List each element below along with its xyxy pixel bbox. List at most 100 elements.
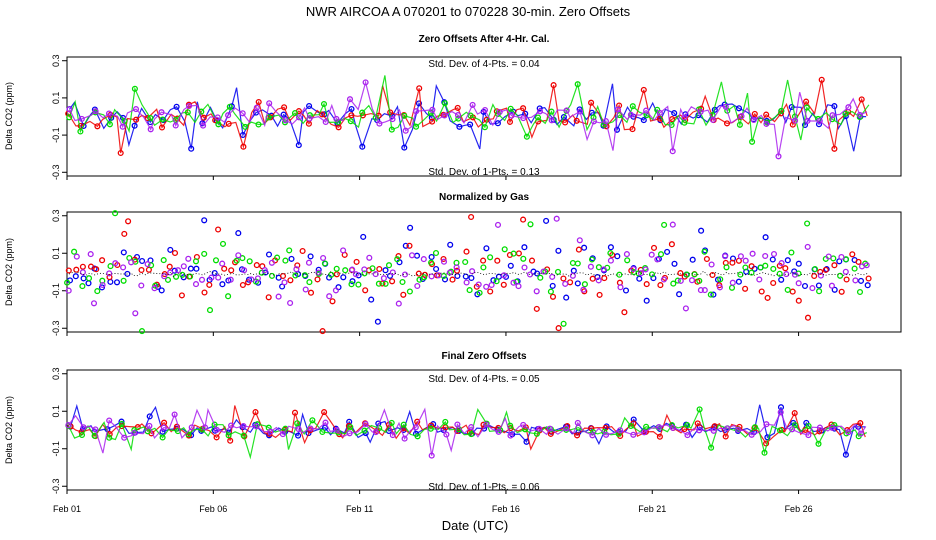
data-point: [668, 241, 675, 248]
data-point: [401, 271, 409, 278]
data-point: [467, 121, 474, 128]
data-point: [268, 259, 275, 266]
data-point: [414, 433, 421, 440]
panel-title: Final Zero Offsets: [441, 351, 526, 362]
data-point: [664, 248, 671, 255]
data-point: [180, 263, 187, 270]
data-point: [468, 274, 475, 282]
data-point: [698, 227, 705, 234]
data-point: [770, 279, 777, 287]
y-tick-label: 0.1: [51, 247, 61, 260]
data-point: [113, 279, 121, 286]
data-point: [670, 280, 677, 287]
data-point: [487, 288, 494, 295]
data-point: [73, 253, 80, 260]
data-point: [758, 288, 765, 295]
data-point: [447, 241, 454, 248]
data-point: [185, 255, 192, 262]
data-point: [764, 294, 771, 301]
data-point: [265, 294, 272, 301]
data-point: [266, 100, 273, 107]
data-point: [380, 275, 387, 282]
data-point: [293, 266, 300, 273]
data-point: [146, 422, 153, 429]
data-point: [856, 111, 863, 118]
data-point: [855, 258, 862, 265]
data-point: [480, 264, 487, 271]
data-point: [488, 281, 495, 289]
data-point: [226, 103, 233, 110]
data-point: [428, 253, 435, 261]
data-point: [147, 126, 154, 133]
data-point: [215, 121, 222, 128]
data-point: [131, 85, 138, 92]
data-point: [595, 264, 602, 271]
data-point: [764, 434, 771, 441]
data-point: [94, 288, 101, 295]
data-point: [643, 423, 650, 430]
data-point: [769, 256, 776, 263]
data-point: [320, 100, 328, 108]
data-point: [299, 247, 306, 255]
data-point: [784, 257, 791, 264]
data-point: [322, 419, 329, 426]
data-point: [291, 110, 299, 117]
data-point: [709, 271, 716, 279]
data-point: [239, 110, 246, 117]
data-point: [770, 265, 777, 272]
data-point: [85, 280, 92, 287]
data-point: [428, 422, 435, 429]
data-point: [857, 277, 865, 284]
data-point: [749, 138, 756, 145]
data-point: [355, 281, 362, 288]
data-point: [211, 421, 218, 428]
data-point: [738, 113, 745, 120]
data-point: [173, 273, 180, 280]
y-axis-label: Delta CO2 (ppm): [4, 82, 14, 150]
data-point: [627, 422, 634, 430]
data-point: [671, 260, 678, 267]
data-point: [107, 278, 114, 285]
data-point: [617, 284, 624, 291]
data-point: [235, 252, 242, 259]
data-point: [193, 265, 200, 272]
data-point: [661, 221, 668, 228]
data-point: [120, 264, 127, 271]
data-point: [167, 269, 174, 276]
data-point: [852, 277, 859, 284]
data-point: [139, 257, 146, 265]
data-point: [240, 432, 247, 439]
data-point: [643, 297, 650, 304]
series-green: [64, 210, 869, 335]
data-point: [614, 106, 622, 113]
y-axis-label: Delta CO2 (ppm): [4, 396, 14, 464]
data-point: [574, 432, 581, 439]
data-point: [548, 108, 555, 115]
data-point: [376, 120, 383, 127]
data-point: [674, 277, 681, 284]
data-point: [864, 282, 871, 289]
data-point: [399, 278, 406, 286]
data-point: [332, 287, 339, 294]
data-point: [107, 263, 114, 270]
data-point: [421, 274, 428, 281]
data-point: [333, 115, 340, 122]
data-point: [669, 221, 676, 228]
data-point: [413, 108, 420, 115]
y-tick-label: -0.1: [51, 127, 61, 143]
data-point: [587, 263, 594, 270]
data-point: [842, 268, 849, 275]
data-point: [241, 267, 248, 274]
data-point: [454, 104, 461, 111]
data-point: [540, 268, 547, 275]
data-point: [174, 267, 182, 274]
data-point: [624, 257, 631, 264]
data-point: [563, 425, 570, 432]
data-point: [515, 250, 522, 257]
data-point: [187, 265, 194, 272]
data-point: [640, 86, 647, 93]
data-point: [507, 262, 514, 269]
data-point: [656, 109, 663, 116]
data-point: [161, 273, 168, 280]
